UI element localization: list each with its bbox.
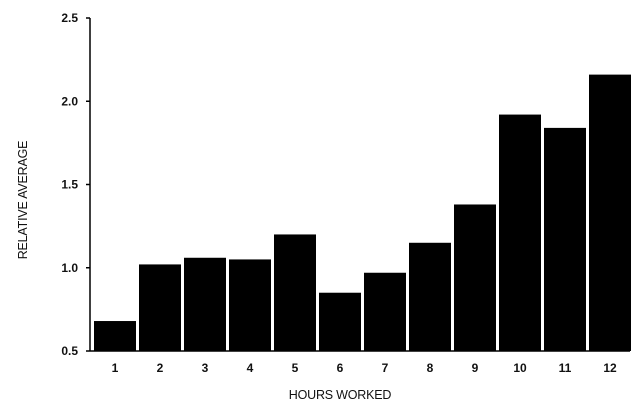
x-tick-label: 1 <box>112 361 119 375</box>
y-tick-label: 2.0 <box>61 94 78 108</box>
y-axis-title: RELATIVE AVERAGE <box>16 141 30 260</box>
bars <box>94 74 631 352</box>
x-tick-label: 10 <box>513 361 527 375</box>
bar-2 <box>139 264 181 351</box>
x-axis: 1 2 3 4 5 6 7 8 9 10 11 12 <box>90 350 630 375</box>
bar-8 <box>409 242 451 351</box>
bar-5 <box>274 234 316 351</box>
x-tick-label: 8 <box>427 361 434 375</box>
x-tick-label: 11 <box>559 361 572 375</box>
x-axis-title: HOURS WORKED <box>289 388 392 402</box>
bar-11 <box>544 127 586 351</box>
y-axis: 0.5 1.0 1.5 2.0 2.5 <box>61 11 91 358</box>
x-tick-label: 5 <box>292 361 299 375</box>
x-tick-label: 12 <box>603 361 617 375</box>
x-ticks: 1 2 3 4 5 6 7 8 9 10 11 12 <box>112 361 617 375</box>
y-tick-label: 1.5 <box>61 178 78 192</box>
y-tick-label: 0.5 <box>61 344 78 358</box>
bar-10 <box>499 114 541 351</box>
x-tick-label: 9 <box>472 361 479 375</box>
x-tick-label: 4 <box>247 361 254 375</box>
bar-6 <box>319 292 361 351</box>
bar-9 <box>454 204 496 351</box>
x-tick-label: 6 <box>337 361 344 375</box>
bar-12 <box>589 74 631 352</box>
bar-4 <box>229 259 271 351</box>
y-ticks: 0.5 1.0 1.5 2.0 2.5 <box>61 11 90 358</box>
y-tick-label: 1.0 <box>61 261 78 275</box>
bar-3 <box>184 257 226 351</box>
x-tick-label: 7 <box>382 361 389 375</box>
bar-1 <box>94 321 136 351</box>
x-tick-label: 2 <box>157 361 164 375</box>
x-tick-label: 3 <box>202 361 209 375</box>
bar-7 <box>364 272 406 351</box>
y-tick-label: 2.5 <box>61 11 78 25</box>
